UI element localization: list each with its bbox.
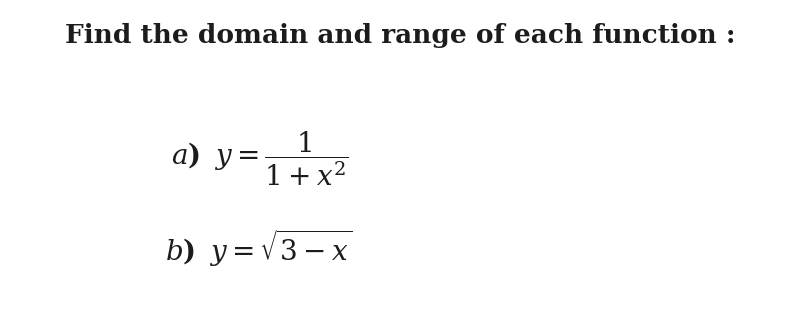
Text: $\mathbf{\mathit{a}}\mathbf{)}\;\; \mathit{y} = \dfrac{1}{1+\mathit{x}^{2}}$: $\mathbf{\mathit{a}}\mathbf{)}\;\; \math… [171, 129, 349, 188]
Text: Find the domain and range of each function :: Find the domain and range of each functi… [65, 23, 735, 47]
Text: $\mathbf{\mathit{b}}\mathbf{)}\;\; \mathit{y} = \sqrt{3 - \mathit{x}}$: $\mathbf{\mathit{b}}\mathbf{)}\;\; \math… [165, 227, 353, 268]
